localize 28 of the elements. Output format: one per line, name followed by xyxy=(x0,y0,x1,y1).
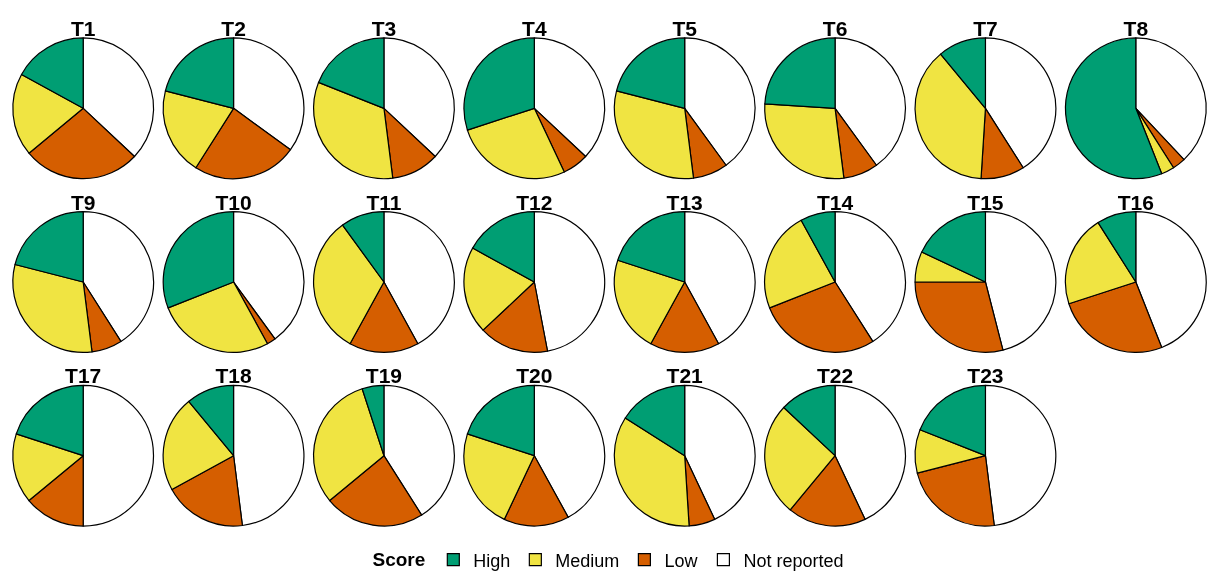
legend-label: Medium xyxy=(555,550,620,571)
legend-label: High xyxy=(473,550,511,571)
chart-title: T13 xyxy=(666,190,703,214)
chart-title: T8 xyxy=(1123,16,1149,40)
chart-title: T3 xyxy=(371,16,397,40)
chart-title: T11 xyxy=(366,190,402,214)
chart-title: T22 xyxy=(816,364,854,388)
chart-title: T5 xyxy=(672,16,698,40)
chart-title: T18 xyxy=(215,364,252,388)
chart-title: T4 xyxy=(522,16,547,40)
chart-title: T12 xyxy=(516,190,553,214)
chart-title: T7 xyxy=(973,16,998,40)
chart-title: T15 xyxy=(967,190,1004,214)
chart-title: T10 xyxy=(215,190,252,214)
chart-title: T1 xyxy=(70,16,96,40)
chart-title: T19 xyxy=(365,364,403,388)
chart-title: T14 xyxy=(816,190,854,214)
legend-title: Score xyxy=(372,549,426,571)
legend-label: Not reported xyxy=(743,550,844,571)
chart-title: T16 xyxy=(1117,190,1154,214)
chart-title: T2 xyxy=(221,16,246,40)
legend-label: Low xyxy=(664,550,699,571)
chart-title: T17 xyxy=(65,364,102,388)
chart-title: T6 xyxy=(822,16,848,40)
chart-title: T9 xyxy=(70,190,96,214)
chart-title: T23 xyxy=(967,364,1004,388)
chart-title: T21 xyxy=(666,364,704,388)
chart-title: T20 xyxy=(516,364,553,388)
